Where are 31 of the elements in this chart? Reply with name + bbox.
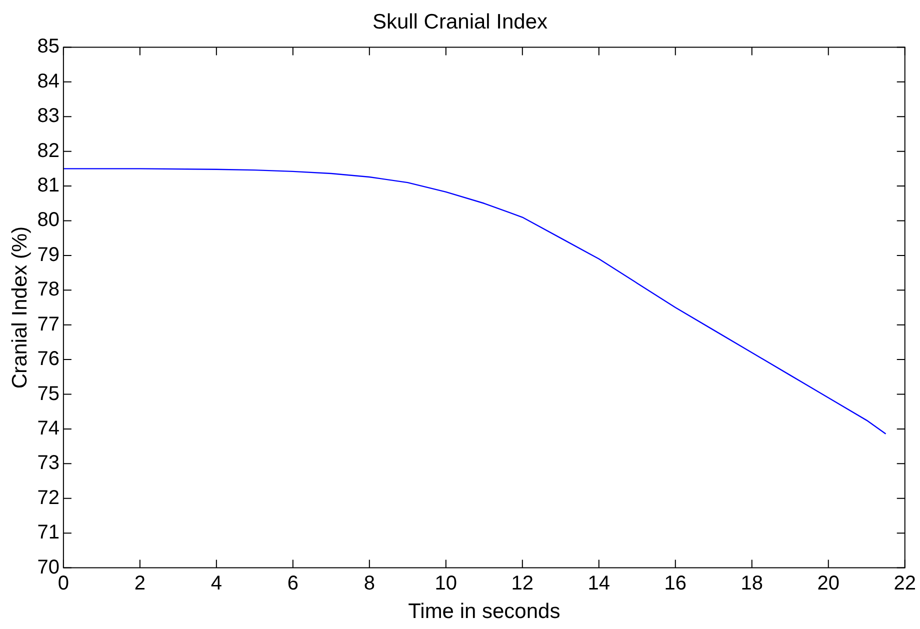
x-tick-label: 4: [210, 572, 222, 594]
y-tick-label: 78: [37, 278, 60, 301]
x-axis-title: Time in seconds: [408, 600, 560, 624]
chart-title: Skull Cranial Index: [372, 10, 548, 34]
y-tick-label: 80: [37, 209, 60, 232]
x-tick-label: 10: [434, 572, 458, 594]
x-tick-label: 6: [287, 572, 298, 594]
x-tick-label: 16: [664, 572, 687, 594]
x-tick-label: 20: [817, 572, 840, 594]
y-tick-label: 84: [37, 70, 60, 92]
x-tick-label: 8: [364, 572, 375, 594]
y-tick-label: 75: [37, 382, 60, 405]
y-tick-label: 83: [37, 105, 60, 128]
y-tick-label: 76: [37, 348, 60, 370]
y-tick-label: 72: [37, 486, 60, 509]
y-axis-title: Cranial Index (%): [8, 226, 32, 389]
y-tick-label: 71: [37, 522, 60, 544]
y-tick-label: 74: [37, 417, 60, 440]
y-tick-label: 70: [37, 556, 60, 578]
y-tick-label: 77: [37, 313, 60, 336]
x-tick-label: 18: [740, 572, 764, 594]
y-tick-label: 82: [37, 140, 60, 162]
x-tick-label: 2: [134, 572, 146, 594]
x-tick-label: 22: [894, 572, 916, 594]
y-tick-label: 85: [37, 36, 60, 58]
y-tick-label: 81: [37, 174, 60, 197]
y-tick-label: 79: [37, 244, 60, 266]
x-tick-label: 14: [588, 572, 610, 594]
x-tick-label: 12: [511, 572, 534, 594]
x-tick-label: 0: [58, 572, 70, 594]
y-tick-label: 73: [37, 452, 60, 474]
